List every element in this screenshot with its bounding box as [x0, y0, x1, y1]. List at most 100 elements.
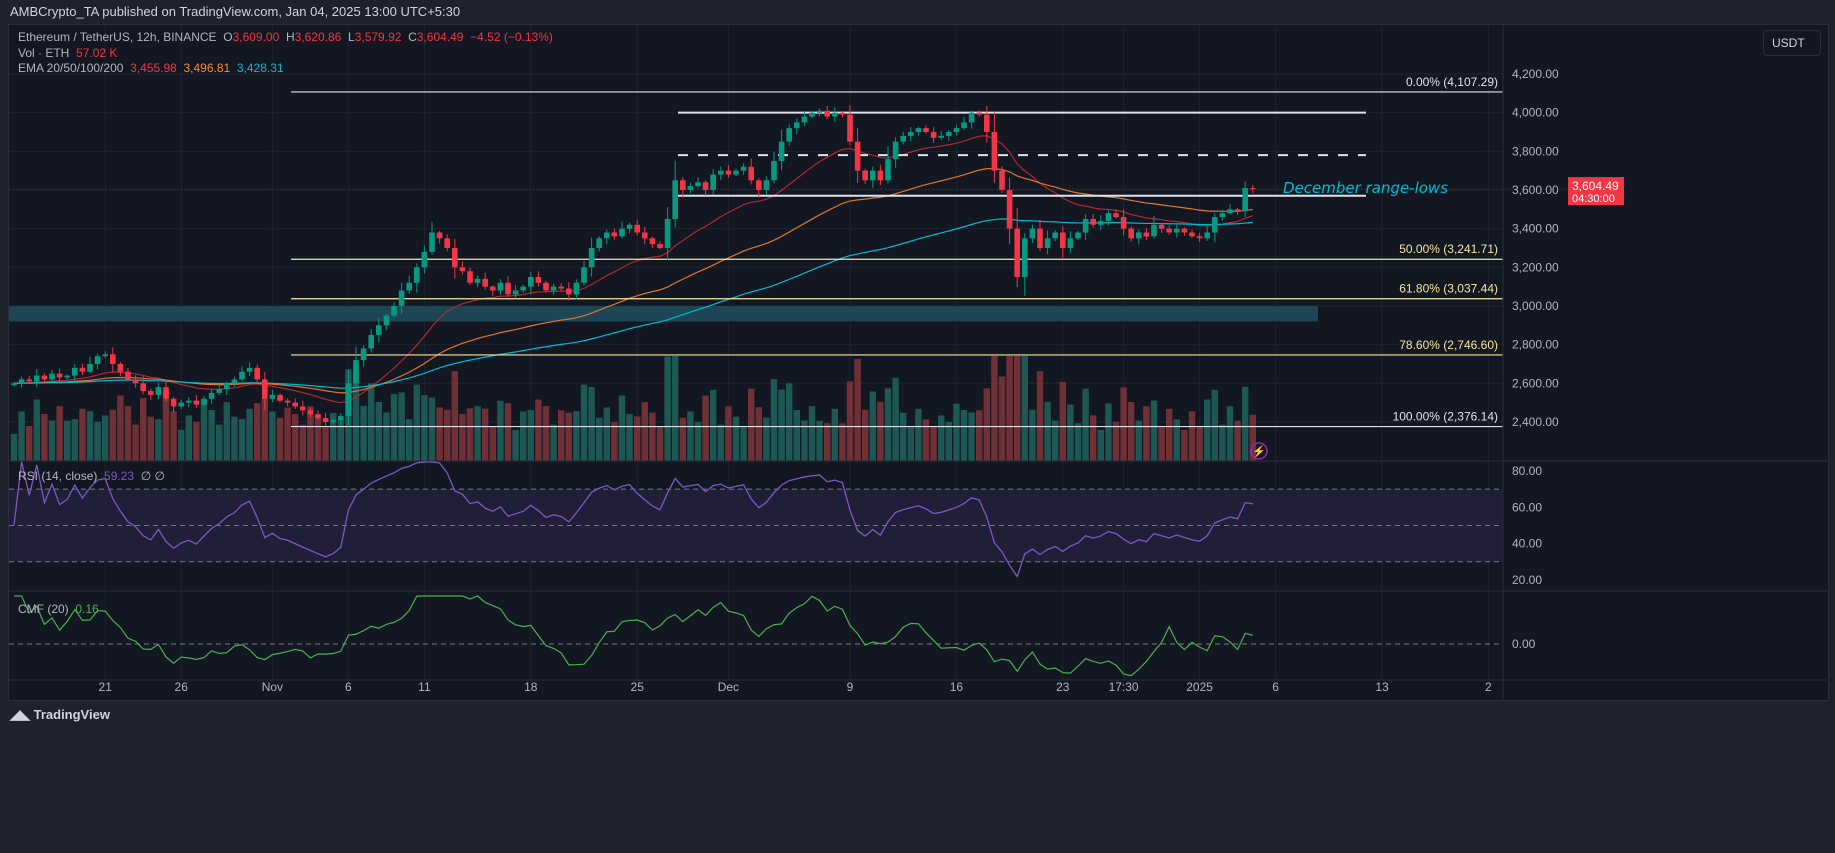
candle-body	[11, 383, 17, 386]
candle-body	[1136, 232, 1142, 239]
candle-body	[1067, 238, 1074, 248]
candle-body	[1234, 209, 1241, 212]
volume-bar	[1150, 400, 1158, 461]
candle-body	[239, 371, 245, 380]
volume-bar	[79, 408, 86, 461]
volume-bar	[808, 406, 816, 461]
candle-body	[376, 325, 382, 335]
candle-body	[474, 278, 481, 283]
fib-level-label: 78.60% (2,746.60)	[1399, 338, 1498, 352]
ema-legend[interactable]: EMA 20/50/100/200 3,455.98 3,496.81 3,42…	[18, 61, 284, 75]
volume-value: 57.02 K	[76, 46, 118, 60]
volume-bar	[489, 427, 496, 461]
volume-bar	[1006, 356, 1013, 461]
volume-bar	[33, 399, 40, 461]
candle-body	[1196, 236, 1203, 239]
candle-body	[1029, 228, 1036, 239]
volume-bar	[1204, 399, 1211, 461]
volume-legend[interactable]: Vol · ETH 57.02 K	[18, 46, 117, 60]
candle-body	[862, 170, 868, 181]
volume-bar	[330, 412, 337, 461]
candle-body	[642, 232, 648, 239]
time-tick-label: 2025	[1186, 680, 1213, 694]
volume-bar	[299, 424, 306, 461]
open-label: O	[223, 30, 233, 44]
volume-bar	[314, 416, 322, 461]
volume-bar	[611, 421, 618, 461]
candle-body	[984, 114, 990, 132]
candle-body	[201, 398, 207, 405]
volume-bar	[1158, 427, 1165, 461]
volume-bar	[1021, 356, 1028, 461]
candle-body	[832, 112, 838, 117]
volume-label: Vol · ETH	[18, 46, 70, 60]
volume-bar	[915, 408, 922, 461]
logo-text: TradingView	[33, 707, 110, 722]
volume-bar	[352, 371, 360, 461]
volume-bar	[155, 419, 162, 461]
candle-body	[604, 232, 610, 239]
candle-body	[170, 398, 177, 407]
volume-bar	[694, 421, 702, 461]
volume-bar	[231, 416, 238, 461]
time-tick-label: 25	[631, 680, 645, 694]
candle-body	[1052, 232, 1058, 239]
volume-bar	[322, 427, 329, 461]
candle-body	[345, 383, 352, 417]
price-tick-label: 3,600.00	[1512, 183, 1559, 197]
volume-bar	[1074, 423, 1082, 461]
volume-bar	[428, 397, 436, 461]
candle-body	[756, 180, 762, 190]
candle-body	[224, 383, 230, 390]
volume-bar	[717, 424, 724, 461]
tradingview-logo[interactable]: ◢◣ TradingView	[10, 707, 110, 723]
candle-body	[923, 128, 929, 132]
candle-body	[497, 282, 504, 291]
volume-bar	[26, 425, 33, 461]
candle-body	[490, 286, 496, 291]
volume-bar	[976, 410, 983, 461]
fib-level-label: 0.00% (4,107.29)	[1406, 75, 1498, 89]
fib-level-label: 61.80% (3,037.44)	[1399, 282, 1498, 296]
candle-body	[611, 232, 618, 237]
symbol-name[interactable]: Ethereum / TetherUS, 12h, BINANCE	[18, 30, 217, 44]
volume-bar	[565, 412, 572, 461]
currency-button[interactable]: USDT	[1763, 30, 1821, 56]
candle-body	[254, 367, 260, 380]
volume-bar	[360, 405, 367, 461]
volume-bar	[755, 407, 762, 461]
cmf-legend[interactable]: CMF (20) 0.16	[18, 602, 99, 616]
volume-bar	[48, 420, 56, 461]
candle-body	[961, 122, 967, 129]
volume-bar	[907, 427, 914, 461]
candle-body	[664, 218, 671, 248]
time-tick-label: Dec	[718, 680, 739, 694]
candle-body	[748, 166, 754, 181]
candle-body	[155, 387, 162, 395]
time-tick-label: 9	[847, 680, 854, 694]
candle-body	[398, 290, 405, 306]
candle-body	[573, 282, 580, 295]
volume-bar	[938, 415, 945, 461]
volume-bar	[588, 387, 595, 461]
candle-body	[429, 232, 435, 252]
volume-bar	[337, 419, 344, 461]
rsi-legend[interactable]: RSI (14, close) 59.23 ∅ ∅	[18, 469, 165, 483]
candle-body	[34, 375, 40, 382]
candle-body	[26, 379, 32, 382]
fib-level-label: 100.00% (2,376.14)	[1393, 410, 1498, 424]
volume-bar	[1044, 401, 1051, 461]
candle-body	[482, 278, 488, 287]
publisher-line: AMBCrypto_TA published on TradingView.co…	[10, 4, 461, 19]
candle-body	[18, 379, 25, 384]
volume-bar	[436, 407, 443, 461]
support-zone	[9, 305, 1318, 322]
volume-bar	[10, 433, 18, 461]
candle-body	[391, 305, 397, 316]
candle-body	[1151, 224, 1157, 237]
volume-bar	[991, 356, 998, 461]
price-tick-label: 3,200.00	[1512, 260, 1559, 274]
candle-body	[870, 170, 876, 181]
candle-body	[1128, 228, 1134, 239]
